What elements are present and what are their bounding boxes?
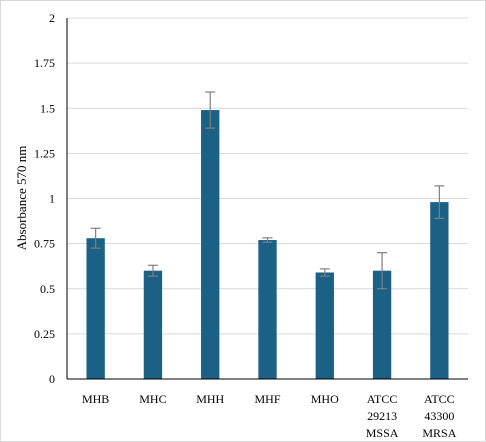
y-tick-label: 0.25 bbox=[34, 327, 55, 341]
bar bbox=[372, 270, 392, 379]
y-tick-label: 1.25 bbox=[34, 146, 55, 160]
x-tick-label: MRSA bbox=[422, 426, 456, 440]
y-axis-label: Absorbance 570 nm bbox=[14, 146, 29, 251]
bar bbox=[430, 202, 449, 379]
x-tick-label: MHB bbox=[82, 392, 109, 406]
x-tick-label: MHO bbox=[311, 392, 339, 406]
y-tick-labels: 0 0.25 0.5 0.75 1 1.25 1.5 1.75 2 bbox=[34, 11, 55, 386]
x-tick-label: MSSA bbox=[366, 426, 399, 440]
y-tick-label: 1.75 bbox=[34, 56, 55, 70]
x-tick-label: ATCC bbox=[367, 392, 398, 406]
y-tick-label: 1 bbox=[49, 192, 55, 206]
x-tick-label: MHC bbox=[139, 392, 166, 406]
x-tick-label: 29213 bbox=[367, 409, 397, 423]
bars bbox=[86, 110, 449, 380]
x-tick-label: ATCC bbox=[424, 392, 455, 406]
x-tick-label: MHF bbox=[254, 392, 280, 406]
bar bbox=[315, 272, 334, 379]
bar bbox=[143, 270, 163, 379]
x-tick-label: MHH bbox=[196, 392, 224, 406]
y-tick-label: 1.5 bbox=[40, 101, 55, 115]
y-tick-label: 2 bbox=[49, 11, 55, 25]
bar bbox=[201, 110, 220, 380]
y-tick-label: 0.75 bbox=[34, 237, 55, 251]
x-tick-label: 43300 bbox=[424, 409, 454, 423]
bar bbox=[258, 240, 277, 379]
x-tick-labels: MHB MHC MHH MHF MHO ATCC 29213 MSSA ATCC 43300 MRS… bbox=[82, 392, 457, 440]
error-bars bbox=[90, 91, 445, 290]
y-tick-label: 0.5 bbox=[40, 282, 55, 296]
bar bbox=[86, 238, 105, 379]
gridlines bbox=[67, 17, 468, 335]
y-tick-label: 0 bbox=[49, 372, 55, 386]
